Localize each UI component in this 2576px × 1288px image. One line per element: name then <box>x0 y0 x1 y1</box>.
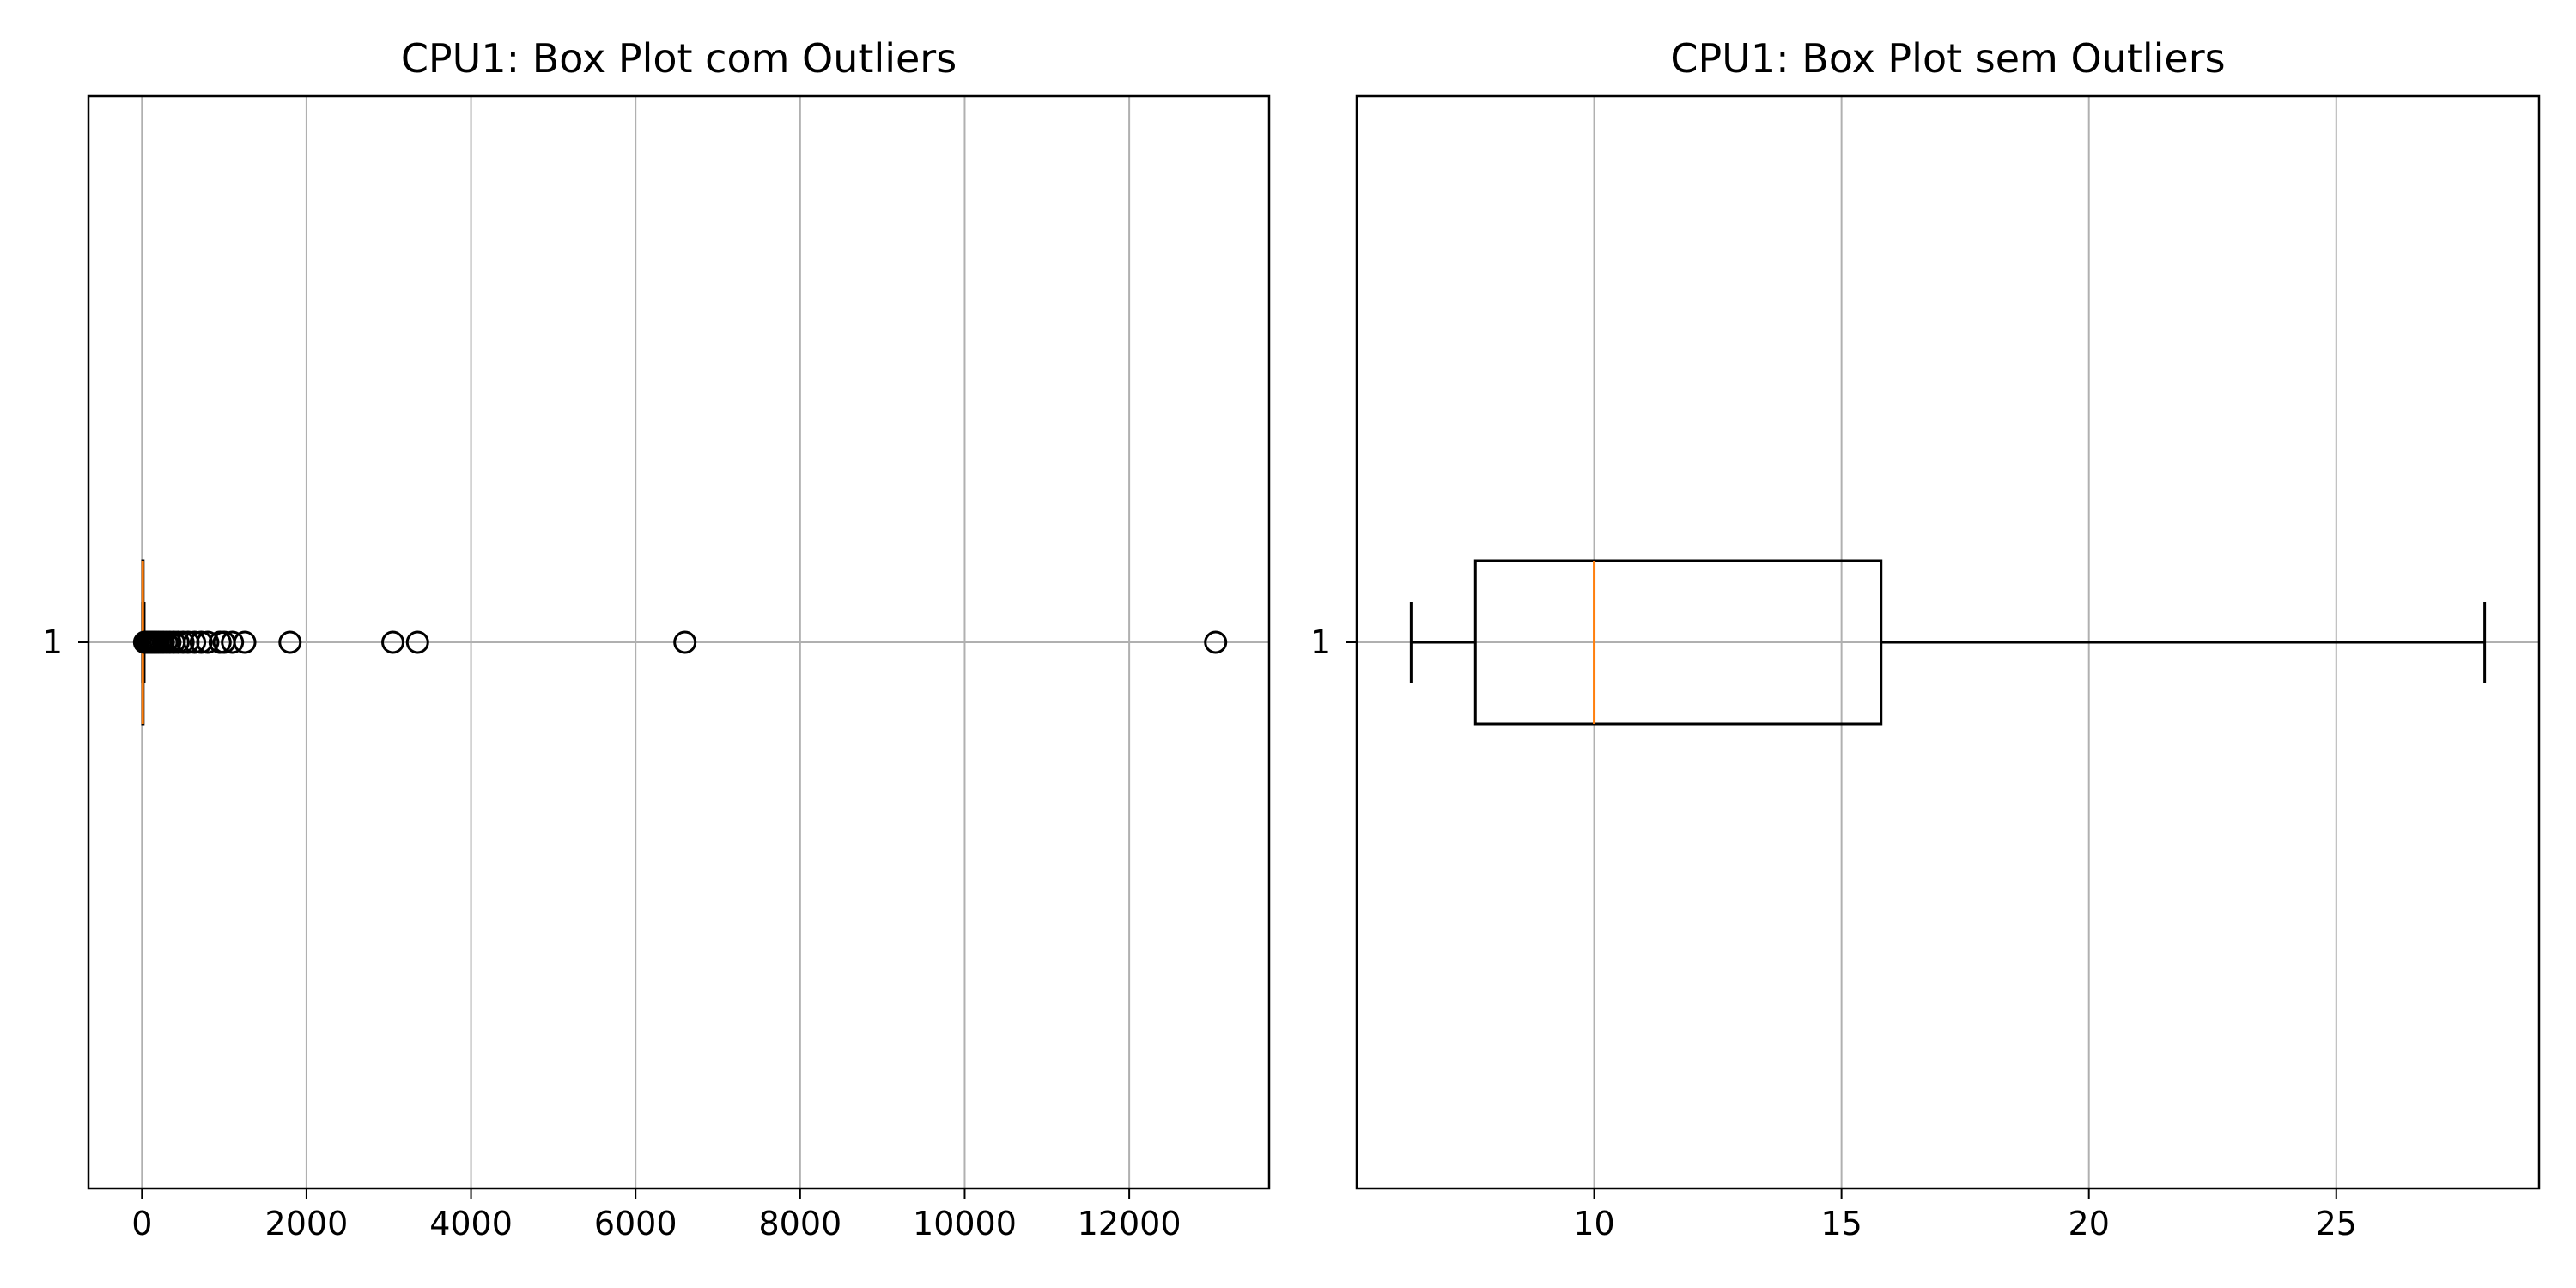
chart-1-xtick-label-0: 0 <box>131 1205 152 1242</box>
chart-1-ytick-label-0: 1 <box>42 623 63 661</box>
chart-1-xtick-label-2: 4000 <box>429 1205 513 1242</box>
chart-1-outlier-point-19 <box>189 630 213 654</box>
chart-1-xtick-label-4: 8000 <box>758 1205 841 1242</box>
chart-2-ytick-label-0: 1 <box>1310 623 1331 661</box>
chart-1-title: CPU1: Box Plot com Outliers <box>401 35 957 82</box>
chart-1-outlier-point-25 <box>278 630 302 654</box>
chart-1-xtick-label-5: 10000 <box>913 1205 1017 1242</box>
chart-2-xtick-label-2: 20 <box>2069 1205 2110 1242</box>
chart-1-outlier-point-24 <box>233 630 257 654</box>
chart-1-outlier-point-18 <box>183 630 207 654</box>
chart-1-xtick-label-6: 12000 <box>1078 1205 1182 1242</box>
chart-2-title: CPU1: Box Plot sem Outliers <box>1670 35 2225 82</box>
chart-1-outlier-point-27 <box>405 630 429 654</box>
chart-1-xtick-label-3: 6000 <box>594 1205 677 1242</box>
chart-2-xtick-label-1: 15 <box>1820 1205 1862 1242</box>
chart-2-xtick-label-0: 10 <box>1573 1205 1614 1242</box>
chart-1-outlier-point-23 <box>221 630 245 654</box>
chart-2-xtick-label-3: 25 <box>2316 1205 2357 1242</box>
chart-2-box <box>1473 559 1883 726</box>
chart-1-xtick-label-1: 2000 <box>265 1205 349 1242</box>
chart-1-outlier-point-28 <box>673 630 697 654</box>
chart-1-outlier-point-29 <box>1204 630 1228 654</box>
chart-2-axes-frame <box>1355 94 2541 1190</box>
chart-1-axes-frame <box>87 94 1271 1190</box>
chart-1-outlier-point-20 <box>196 630 220 654</box>
chart-1-outlier-point-26 <box>381 630 405 654</box>
